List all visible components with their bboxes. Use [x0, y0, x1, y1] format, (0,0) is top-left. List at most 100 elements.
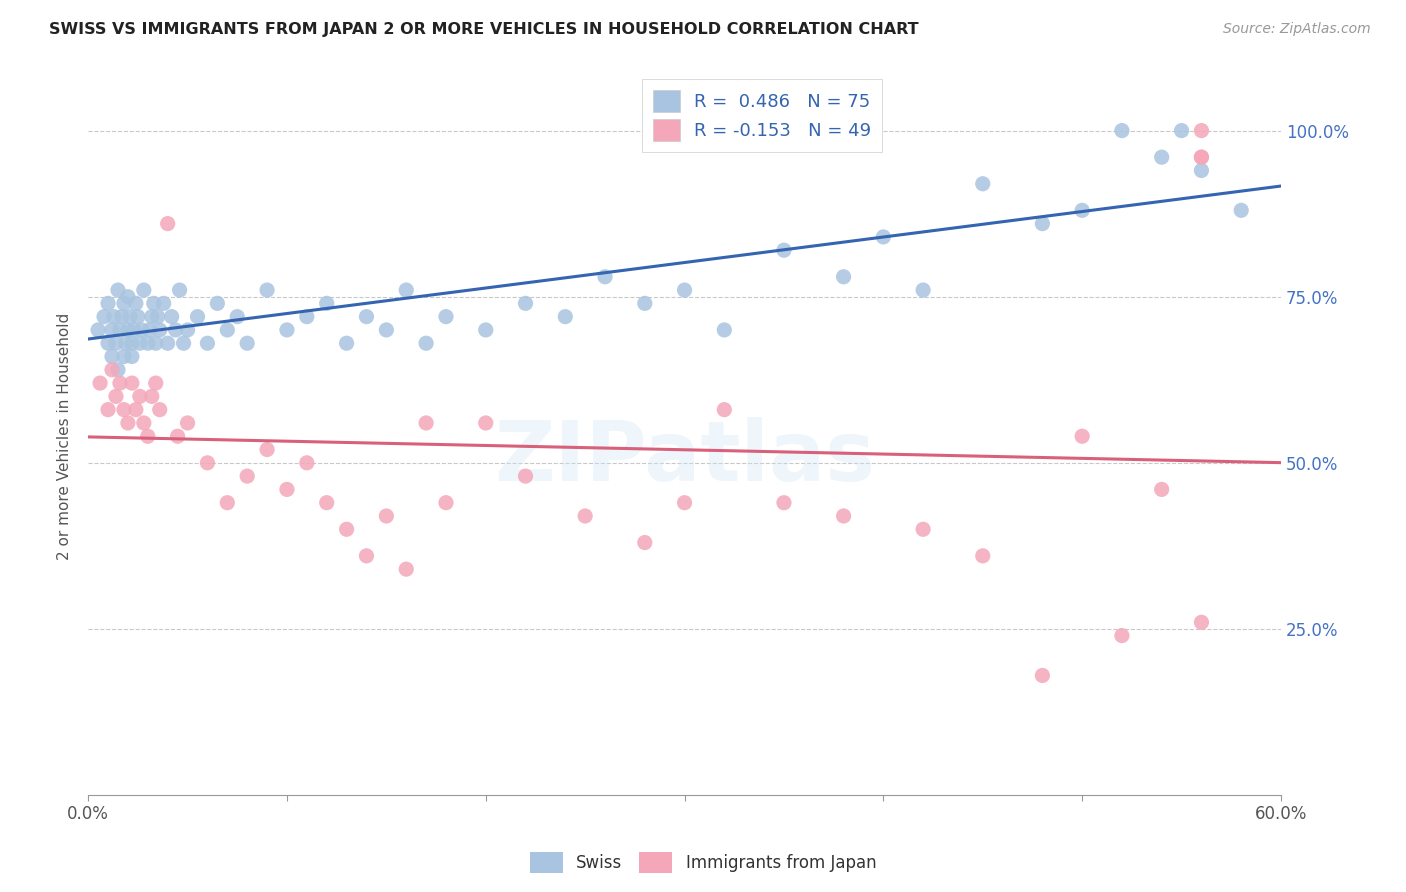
Point — [1031, 668, 1053, 682]
Point — [103, 310, 125, 324]
Point — [217, 496, 239, 510]
Point — [107, 363, 129, 377]
Point — [128, 336, 150, 351]
Point — [142, 296, 165, 310]
Point — [415, 336, 437, 351]
Point — [117, 290, 139, 304]
Point — [1230, 203, 1253, 218]
Point — [121, 350, 143, 364]
Point — [634, 535, 657, 549]
Point — [434, 496, 457, 510]
Point — [141, 389, 163, 403]
Point — [1191, 615, 1213, 630]
Point — [395, 283, 418, 297]
Point — [1071, 203, 1094, 218]
Point — [121, 336, 143, 351]
Point — [136, 429, 159, 443]
Y-axis label: 2 or more Vehicles in Household: 2 or more Vehicles in Household — [58, 312, 72, 560]
Point — [375, 323, 398, 337]
Point — [295, 310, 318, 324]
Point — [1191, 163, 1213, 178]
Point — [156, 336, 179, 351]
Point — [256, 283, 278, 297]
Point — [1191, 123, 1213, 137]
Point — [176, 323, 198, 337]
Point — [101, 323, 124, 337]
Legend: R =  0.486   N = 75, R = -0.153   N = 49: R = 0.486 N = 75, R = -0.153 N = 49 — [643, 79, 882, 153]
Point — [112, 296, 135, 310]
Point — [125, 296, 148, 310]
Point — [107, 283, 129, 297]
Point — [832, 269, 855, 284]
Point — [160, 310, 183, 324]
Point — [101, 350, 124, 364]
Point — [434, 310, 457, 324]
Point — [197, 336, 219, 351]
Point — [139, 323, 162, 337]
Point — [872, 230, 894, 244]
Point — [515, 296, 537, 310]
Point — [176, 416, 198, 430]
Point — [1071, 429, 1094, 443]
Point — [89, 376, 111, 390]
Point — [912, 283, 935, 297]
Point — [117, 323, 139, 337]
Point — [356, 310, 378, 324]
Point — [395, 562, 418, 576]
Point — [415, 416, 437, 430]
Point — [912, 522, 935, 536]
Point — [832, 508, 855, 523]
Point — [121, 376, 143, 390]
Point — [141, 310, 163, 324]
Point — [713, 402, 735, 417]
Text: SWISS VS IMMIGRANTS FROM JAPAN 2 OR MORE VEHICLES IN HOUSEHOLD CORRELATION CHART: SWISS VS IMMIGRANTS FROM JAPAN 2 OR MORE… — [49, 22, 920, 37]
Point — [554, 310, 576, 324]
Point — [773, 496, 796, 510]
Point — [634, 296, 657, 310]
Point — [256, 442, 278, 457]
Point — [1170, 123, 1192, 137]
Point — [97, 402, 120, 417]
Point — [207, 296, 229, 310]
Point — [112, 402, 135, 417]
Point — [122, 323, 145, 337]
Point — [117, 416, 139, 430]
Text: Source: ZipAtlas.com: Source: ZipAtlas.com — [1223, 22, 1371, 37]
Point — [1150, 483, 1173, 497]
Point — [132, 283, 155, 297]
Point — [972, 177, 994, 191]
Point — [713, 323, 735, 337]
Point — [315, 496, 337, 510]
Point — [474, 323, 496, 337]
Point — [125, 402, 148, 417]
Point — [104, 389, 127, 403]
Point — [1111, 629, 1133, 643]
Point — [336, 522, 359, 536]
Point — [593, 269, 616, 284]
Point — [276, 323, 298, 337]
Point — [132, 416, 155, 430]
Point — [1111, 123, 1133, 137]
Point — [101, 363, 124, 377]
Point — [217, 323, 239, 337]
Point — [127, 310, 149, 324]
Point — [146, 310, 169, 324]
Point — [972, 549, 994, 563]
Point — [474, 416, 496, 430]
Point — [236, 469, 259, 483]
Point — [186, 310, 208, 324]
Point — [1191, 150, 1213, 164]
Point — [574, 508, 596, 523]
Point — [165, 323, 187, 337]
Point — [97, 296, 120, 310]
Point — [111, 310, 134, 324]
Point — [145, 336, 167, 351]
Point — [104, 336, 127, 351]
Point — [375, 508, 398, 523]
Point — [1031, 217, 1053, 231]
Legend: Swiss, Immigrants from Japan: Swiss, Immigrants from Japan — [523, 846, 883, 880]
Point — [145, 376, 167, 390]
Point — [295, 456, 318, 470]
Point — [152, 296, 174, 310]
Point — [115, 336, 138, 351]
